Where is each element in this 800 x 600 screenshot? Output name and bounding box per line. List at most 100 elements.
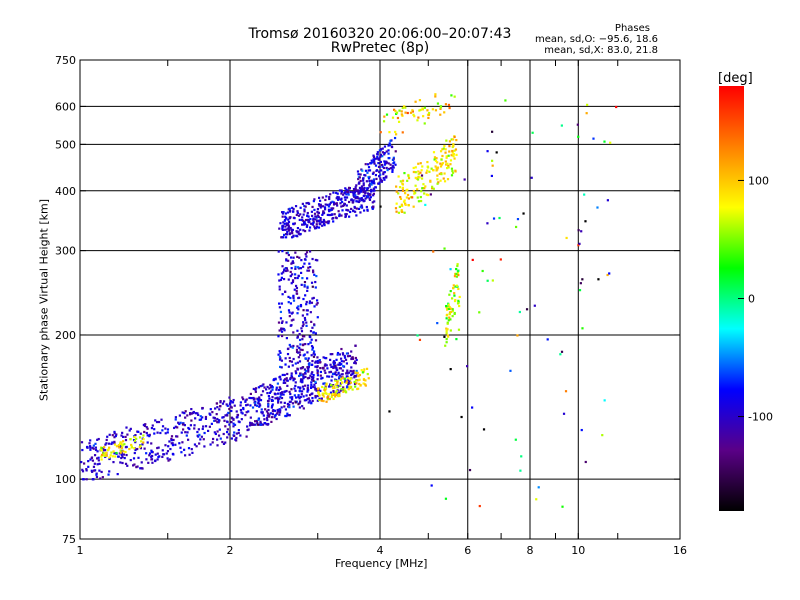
data-point <box>301 385 305 388</box>
data-point <box>351 356 354 359</box>
data-point <box>222 416 225 419</box>
data-point <box>209 443 212 446</box>
data-point <box>368 179 371 183</box>
data-point <box>271 403 274 406</box>
data-point <box>289 209 292 213</box>
data-point <box>416 188 419 191</box>
data-point <box>445 306 448 309</box>
data-point <box>560 124 563 127</box>
data-point <box>301 335 305 338</box>
data-point <box>378 170 381 174</box>
data-point <box>286 412 289 415</box>
data-point <box>300 283 303 286</box>
data-point <box>455 138 458 142</box>
data-point <box>387 144 390 147</box>
data-point <box>380 169 383 172</box>
data-point <box>453 275 457 278</box>
data-point <box>395 185 398 188</box>
data-point <box>334 395 337 398</box>
data-point <box>455 275 458 278</box>
data-point <box>338 374 341 377</box>
colorbar-tick-label: -100 <box>748 411 773 424</box>
data-point <box>233 423 237 426</box>
data-point <box>129 427 132 430</box>
data-point <box>423 187 426 190</box>
data-point <box>96 450 99 453</box>
data-point <box>294 265 297 269</box>
data-point <box>281 373 284 377</box>
data-point <box>391 158 395 162</box>
data-point <box>278 376 281 379</box>
data-point <box>198 433 201 436</box>
data-point <box>454 170 457 173</box>
data-point <box>265 423 268 426</box>
data-point <box>323 382 326 385</box>
data-point <box>291 396 294 399</box>
data-point <box>335 373 338 377</box>
data-point <box>383 153 386 156</box>
data-point <box>298 374 301 378</box>
data-point <box>398 205 401 208</box>
data-point <box>282 236 285 239</box>
data-point <box>450 310 453 314</box>
data-point <box>514 225 518 229</box>
data-point <box>381 165 384 168</box>
data-point <box>208 412 211 415</box>
data-point <box>256 421 259 425</box>
data-point <box>233 404 236 407</box>
data-point <box>353 205 356 209</box>
data-point <box>272 378 275 382</box>
data-point <box>126 464 129 467</box>
data-point <box>436 174 439 177</box>
data-point <box>387 167 391 171</box>
data-point <box>123 456 126 460</box>
data-point <box>388 131 391 134</box>
data-point <box>311 205 314 209</box>
data-point <box>310 210 313 213</box>
data-point <box>360 197 363 200</box>
data-point <box>456 302 460 305</box>
data-point <box>279 392 282 395</box>
data-point <box>326 213 329 217</box>
data-point <box>356 374 360 377</box>
data-point <box>313 212 317 215</box>
data-point <box>580 230 583 233</box>
data-point <box>184 416 187 419</box>
data-point <box>268 391 272 394</box>
data-point <box>166 450 170 453</box>
data-point <box>311 399 314 403</box>
y-tick-label: 300 <box>55 245 76 258</box>
data-point <box>316 207 320 211</box>
data-point <box>284 236 288 239</box>
data-point <box>380 163 384 167</box>
data-point <box>307 370 310 373</box>
data-point <box>316 210 319 214</box>
data-point <box>148 454 151 457</box>
data-point <box>370 162 373 165</box>
data-point <box>609 141 612 144</box>
data-point <box>453 292 456 295</box>
x-tick-label: 1 <box>77 544 84 557</box>
data-point <box>284 225 287 228</box>
data-point <box>436 102 440 105</box>
data-point <box>281 265 284 268</box>
data-point <box>259 385 262 388</box>
data-point <box>150 450 154 453</box>
data-point <box>226 420 229 424</box>
data-point <box>448 305 451 309</box>
data-point <box>491 130 494 133</box>
data-point <box>355 214 358 217</box>
data-point <box>391 170 394 173</box>
data-point <box>308 393 312 397</box>
data-point <box>160 418 163 421</box>
data-point <box>366 208 369 211</box>
data-point <box>337 394 340 398</box>
data-point <box>190 419 193 422</box>
data-point <box>135 466 138 469</box>
data-point <box>278 358 282 361</box>
data-point <box>93 462 96 465</box>
data-point <box>137 430 140 433</box>
data-point <box>254 388 257 391</box>
data-point <box>392 166 395 169</box>
data-point <box>314 280 317 284</box>
